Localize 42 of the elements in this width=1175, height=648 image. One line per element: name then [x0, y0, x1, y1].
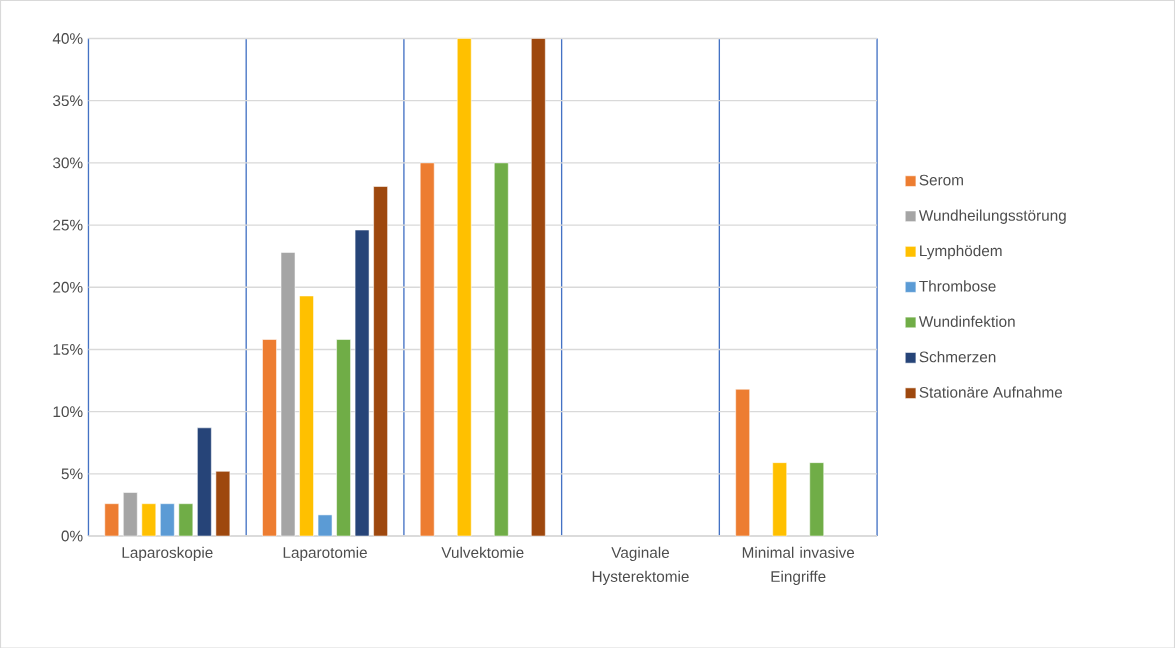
- bar: [494, 162, 509, 537]
- bar: [280, 251, 296, 537]
- bar: [104, 503, 120, 537]
- bar: [531, 37, 546, 537]
- y-tick-label: 30%: [53, 157, 83, 169]
- bar: [299, 295, 314, 537]
- legend-label: Serom: [919, 174, 963, 186]
- y-tick-label: 20%: [53, 281, 83, 293]
- legend-label: Wundheilungsstörung: [918, 209, 1066, 224]
- bar: [772, 462, 787, 537]
- legend-label: Lymphödem: [920, 244, 1002, 260]
- legend-label: Thrombose: [919, 280, 996, 292]
- bar: [197, 427, 212, 537]
- x-tick-label: Laparoskopie: [122, 546, 213, 561]
- x-tick-label: Minimal invasive Eingriffe: [742, 546, 855, 585]
- bar: [336, 339, 351, 537]
- bar: [809, 462, 824, 537]
- bar: [354, 229, 370, 537]
- y-tick-label: 5%: [61, 468, 83, 479]
- y-tick-label: 40%: [52, 32, 83, 44]
- x-tick-label: Vaginale Hysterektomie: [592, 546, 689, 585]
- y-tick-label: 35%: [53, 95, 83, 106]
- legend-label: Stationäre Aufnahme: [919, 386, 1063, 398]
- legend-label: Schmerzen: [919, 350, 996, 363]
- bar: [456, 37, 472, 537]
- y-tick-label: 0%: [61, 530, 83, 542]
- bar: [160, 503, 175, 537]
- bar: [262, 339, 277, 537]
- bar: [735, 388, 750, 537]
- x-tick-label: Laparotomie: [283, 546, 367, 561]
- bar: [123, 492, 138, 537]
- bar: [373, 186, 388, 537]
- bar: [215, 470, 231, 537]
- bar: [178, 503, 194, 537]
- bar: [317, 514, 333, 537]
- y-tick-label: 10%: [53, 405, 83, 417]
- bar: [419, 162, 435, 537]
- y-tick-label: 25%: [53, 219, 83, 231]
- x-tick-label: Vulvektomie: [441, 546, 524, 558]
- legend-label: Wundinfektion: [918, 315, 1015, 327]
- y-tick-label: 15%: [53, 343, 83, 355]
- bar: [141, 503, 157, 537]
